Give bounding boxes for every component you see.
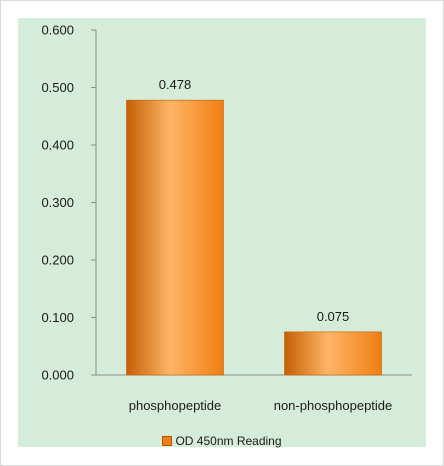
bar-non-phosphopeptide [284,331,382,376]
y-tick-label: 0.500 [41,80,74,95]
data-label: 0.075 [317,309,350,324]
data-label: 0.478 [159,77,192,92]
y-tick-label: 0.000 [41,368,74,383]
category-label: phosphopeptide [129,398,222,413]
y-tick-label: 0.200 [41,253,74,268]
legend: OD 450nm Reading [0,434,444,448]
category-label: non-phosphopeptide [274,398,393,413]
bar-phosphopeptide [126,99,224,376]
y-tick-label: 0.600 [41,23,74,38]
y-tick-label: 0.100 [41,310,74,325]
legend-swatch [162,436,173,446]
y-tick-label: 0.400 [41,138,74,153]
y-tick-label: 0.300 [41,195,74,210]
legend-label: OD 450nm Reading [175,434,282,448]
